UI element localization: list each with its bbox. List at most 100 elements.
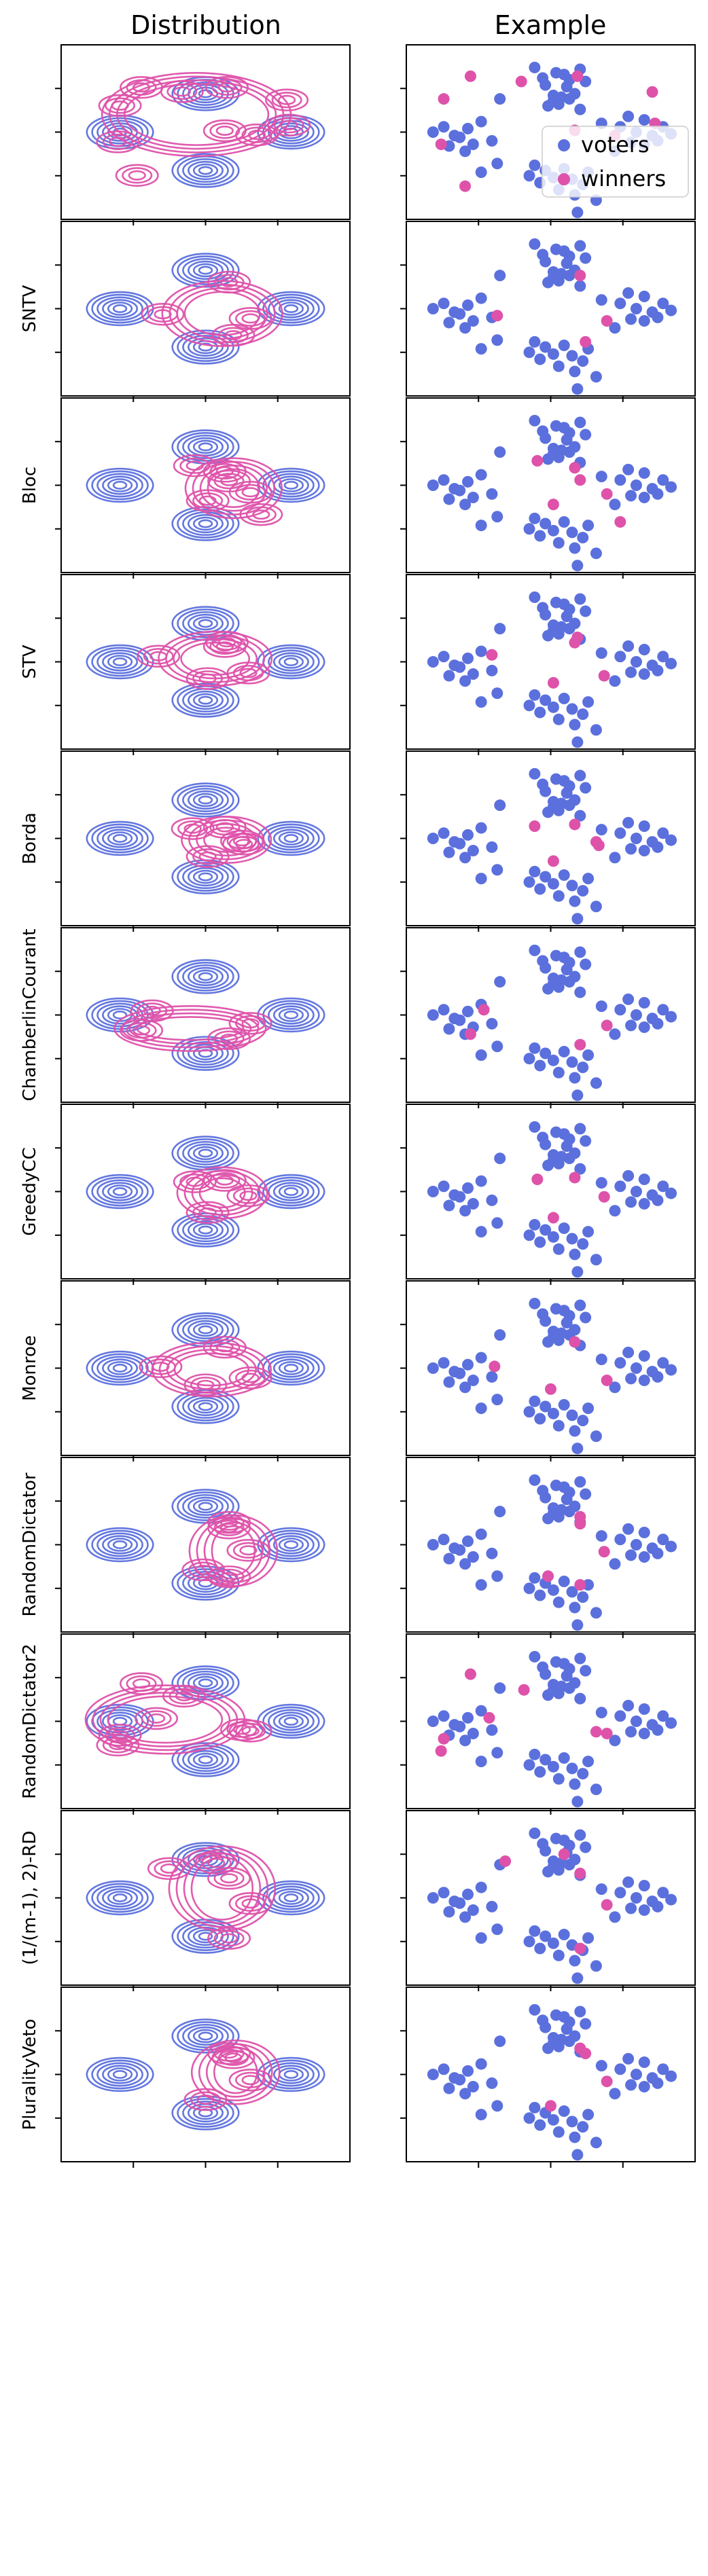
distribution-axes-frame	[60, 1810, 351, 1986]
voter-point	[462, 122, 474, 134]
voter-point	[529, 1474, 541, 1486]
voter-point	[569, 1248, 581, 1260]
winner-point	[531, 455, 544, 467]
voter-point	[494, 93, 506, 105]
winner-density-contour	[160, 1863, 179, 1874]
voter-point	[590, 1077, 602, 1089]
voter-point	[563, 1859, 576, 1871]
voter-point	[542, 276, 554, 289]
winner-density-contour	[192, 460, 275, 515]
voter-point	[574, 280, 586, 292]
voter-point	[523, 1229, 535, 1241]
voter-density-contour	[96, 826, 143, 851]
voter-density-contour	[268, 1709, 315, 1734]
row-label: Borda	[20, 812, 40, 864]
winner-density-contour	[207, 1927, 251, 1950]
winner-point	[529, 820, 541, 833]
voter-point	[638, 491, 650, 503]
voter-point	[475, 1932, 487, 1944]
voter-point	[552, 1596, 565, 1608]
voter-density-contour	[198, 972, 213, 981]
winner-point	[574, 1579, 586, 1591]
voter-density-contour	[96, 649, 143, 674]
voter-point	[609, 1205, 621, 1217]
voter-point	[547, 1760, 559, 1773]
winner-density-contour	[116, 79, 277, 150]
winner-density-contour	[181, 816, 272, 864]
winner-density-contour	[165, 634, 266, 683]
voter-point	[571, 1796, 584, 1808]
voter-point	[614, 297, 626, 310]
voter-point	[443, 846, 455, 858]
winner-density-contour	[122, 167, 153, 184]
voter-point	[595, 294, 607, 306]
winner-point	[547, 498, 559, 511]
voter-point	[571, 1089, 584, 1102]
winner-point	[478, 1004, 490, 1016]
winner-density-contour	[173, 1352, 250, 1387]
voter-density-contour	[112, 657, 128, 666]
voter-point	[571, 383, 584, 395]
voter-density-contour	[171, 683, 240, 718]
voter-point	[638, 114, 650, 126]
voter-point	[547, 1937, 559, 1949]
winner-point	[531, 1174, 544, 1186]
winner-density-contour	[207, 1857, 226, 1868]
voter-point	[438, 474, 450, 486]
voter-point	[443, 670, 455, 682]
row-4: Borda	[20, 750, 696, 932]
voter-point	[665, 1717, 677, 1729]
voter-point	[582, 520, 595, 532]
voter-point	[625, 1902, 637, 1915]
voter-point	[577, 1768, 589, 1780]
row-8: RandomDictator	[20, 1457, 696, 1638]
voter-point	[622, 463, 635, 475]
winner-point	[542, 1570, 554, 1582]
winner-density-contour	[171, 817, 215, 840]
voter-point	[652, 664, 664, 676]
winner-density-contour	[232, 664, 264, 682]
voter-point	[539, 518, 552, 530]
voter-point	[523, 346, 535, 359]
voter-point	[539, 1845, 552, 1857]
voter-density-contour	[188, 1496, 224, 1517]
voter-point	[563, 1506, 576, 1518]
voter-density-contour	[96, 473, 143, 498]
winner-density-contour	[211, 1525, 256, 1576]
voter-point	[427, 303, 439, 314]
voter-point	[614, 1710, 626, 1722]
voter-point	[590, 547, 602, 560]
voter-point	[657, 1180, 669, 1193]
voter-point	[529, 1218, 541, 1231]
voter-density-contour	[192, 793, 219, 808]
voter-point	[558, 2105, 570, 2117]
voter-point	[609, 1735, 621, 1747]
voter-density-contour	[192, 616, 219, 631]
example-panel	[400, 1457, 696, 1638]
voter-point	[459, 1735, 472, 1747]
winner-density-contour	[220, 1933, 238, 1944]
voter-point	[558, 1575, 570, 1587]
distribution-axes-frame	[60, 221, 351, 397]
winner-density-contour	[158, 630, 273, 687]
voter-density-contour	[192, 1322, 219, 1337]
winner-density-contour	[101, 71, 292, 158]
voter-density-contour	[182, 2101, 229, 2126]
voter-point	[577, 1238, 589, 1250]
winner-point	[598, 1191, 610, 1203]
voter-density-contour	[177, 685, 234, 715]
voter-point	[491, 511, 503, 523]
legend-marker	[558, 139, 570, 151]
voter-point	[547, 2114, 559, 2126]
voter-point	[558, 692, 570, 704]
voter-point	[574, 240, 586, 252]
voter-density-contour	[268, 1356, 315, 1381]
voter-density-contour	[283, 304, 299, 313]
winner-point	[464, 1028, 476, 1040]
voter-density-contour	[283, 1717, 299, 1726]
row-label: PluralityVeto	[20, 2019, 40, 2130]
voter-point	[630, 1009, 642, 1021]
voter-point	[665, 2070, 677, 2082]
voter-density-contour	[91, 2059, 149, 2090]
voter-density-contour	[112, 1540, 128, 1549]
